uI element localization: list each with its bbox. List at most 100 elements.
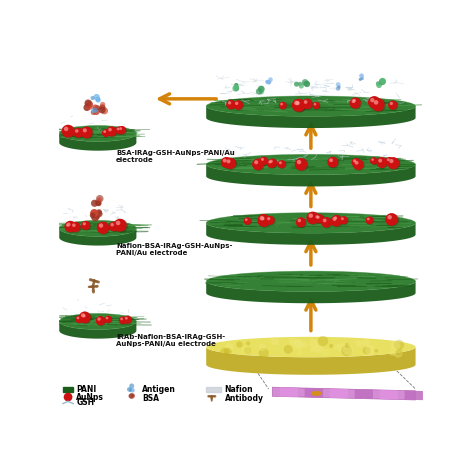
Circle shape <box>93 280 96 282</box>
Circle shape <box>268 77 273 82</box>
Circle shape <box>334 216 337 219</box>
Circle shape <box>260 216 270 226</box>
Circle shape <box>64 393 72 401</box>
Circle shape <box>226 100 236 109</box>
Circle shape <box>96 316 106 326</box>
Circle shape <box>297 349 303 355</box>
Circle shape <box>267 217 270 220</box>
Circle shape <box>253 159 265 171</box>
Circle shape <box>284 345 293 354</box>
Circle shape <box>332 215 342 224</box>
Circle shape <box>385 157 394 165</box>
Circle shape <box>101 107 108 114</box>
Circle shape <box>292 99 305 112</box>
Circle shape <box>294 100 299 105</box>
Circle shape <box>91 211 99 218</box>
Circle shape <box>83 222 86 226</box>
Circle shape <box>107 127 117 137</box>
Circle shape <box>318 336 328 346</box>
Circle shape <box>99 106 106 113</box>
Circle shape <box>328 157 339 168</box>
Circle shape <box>309 339 319 348</box>
Circle shape <box>130 386 134 390</box>
Circle shape <box>293 99 305 111</box>
Circle shape <box>244 218 252 225</box>
Ellipse shape <box>206 213 416 233</box>
Circle shape <box>224 348 232 356</box>
Circle shape <box>341 217 344 220</box>
Circle shape <box>310 346 315 352</box>
Circle shape <box>268 158 277 167</box>
Circle shape <box>361 77 364 80</box>
Circle shape <box>108 128 112 131</box>
Circle shape <box>393 348 403 358</box>
Circle shape <box>91 96 95 100</box>
Circle shape <box>329 158 333 162</box>
Circle shape <box>259 90 264 94</box>
Circle shape <box>314 344 323 353</box>
Circle shape <box>389 159 393 163</box>
Circle shape <box>327 157 338 167</box>
Circle shape <box>62 125 74 137</box>
Circle shape <box>65 223 73 231</box>
Circle shape <box>92 288 95 291</box>
Circle shape <box>92 291 95 293</box>
Circle shape <box>74 128 84 138</box>
Circle shape <box>97 318 100 321</box>
Circle shape <box>353 159 364 170</box>
Circle shape <box>289 337 296 345</box>
Circle shape <box>96 195 103 202</box>
Polygon shape <box>305 388 323 398</box>
Circle shape <box>295 158 309 172</box>
Circle shape <box>81 127 92 138</box>
Circle shape <box>246 341 250 346</box>
Circle shape <box>221 157 233 169</box>
Circle shape <box>259 344 266 351</box>
Circle shape <box>355 161 358 164</box>
Circle shape <box>388 157 401 170</box>
Circle shape <box>110 223 114 227</box>
Circle shape <box>90 279 93 281</box>
Circle shape <box>93 108 100 115</box>
Circle shape <box>261 217 264 220</box>
Circle shape <box>209 395 211 397</box>
Circle shape <box>103 130 106 133</box>
Circle shape <box>72 223 76 227</box>
Circle shape <box>385 213 398 226</box>
Circle shape <box>89 278 92 281</box>
Circle shape <box>91 285 94 287</box>
Circle shape <box>214 395 216 398</box>
Circle shape <box>92 283 94 286</box>
Circle shape <box>366 217 374 225</box>
Circle shape <box>96 201 101 206</box>
Circle shape <box>93 94 100 100</box>
Circle shape <box>322 348 330 357</box>
Circle shape <box>105 316 113 324</box>
Circle shape <box>97 197 102 202</box>
Circle shape <box>268 159 278 168</box>
Circle shape <box>95 105 100 110</box>
Circle shape <box>102 129 110 137</box>
Circle shape <box>345 343 350 348</box>
Circle shape <box>99 104 106 110</box>
Circle shape <box>289 342 297 350</box>
Circle shape <box>210 396 213 399</box>
Circle shape <box>119 317 127 324</box>
Circle shape <box>80 312 92 324</box>
Circle shape <box>363 346 371 355</box>
Circle shape <box>75 129 79 133</box>
Circle shape <box>81 313 90 322</box>
Circle shape <box>96 281 99 283</box>
Circle shape <box>367 218 370 220</box>
Polygon shape <box>206 223 416 245</box>
Circle shape <box>211 395 213 397</box>
Circle shape <box>292 99 306 113</box>
Circle shape <box>95 97 100 102</box>
Circle shape <box>211 400 213 401</box>
Circle shape <box>109 222 119 232</box>
Circle shape <box>114 219 128 233</box>
Circle shape <box>208 395 210 398</box>
Circle shape <box>370 157 377 164</box>
Circle shape <box>106 317 109 319</box>
Circle shape <box>370 98 374 102</box>
